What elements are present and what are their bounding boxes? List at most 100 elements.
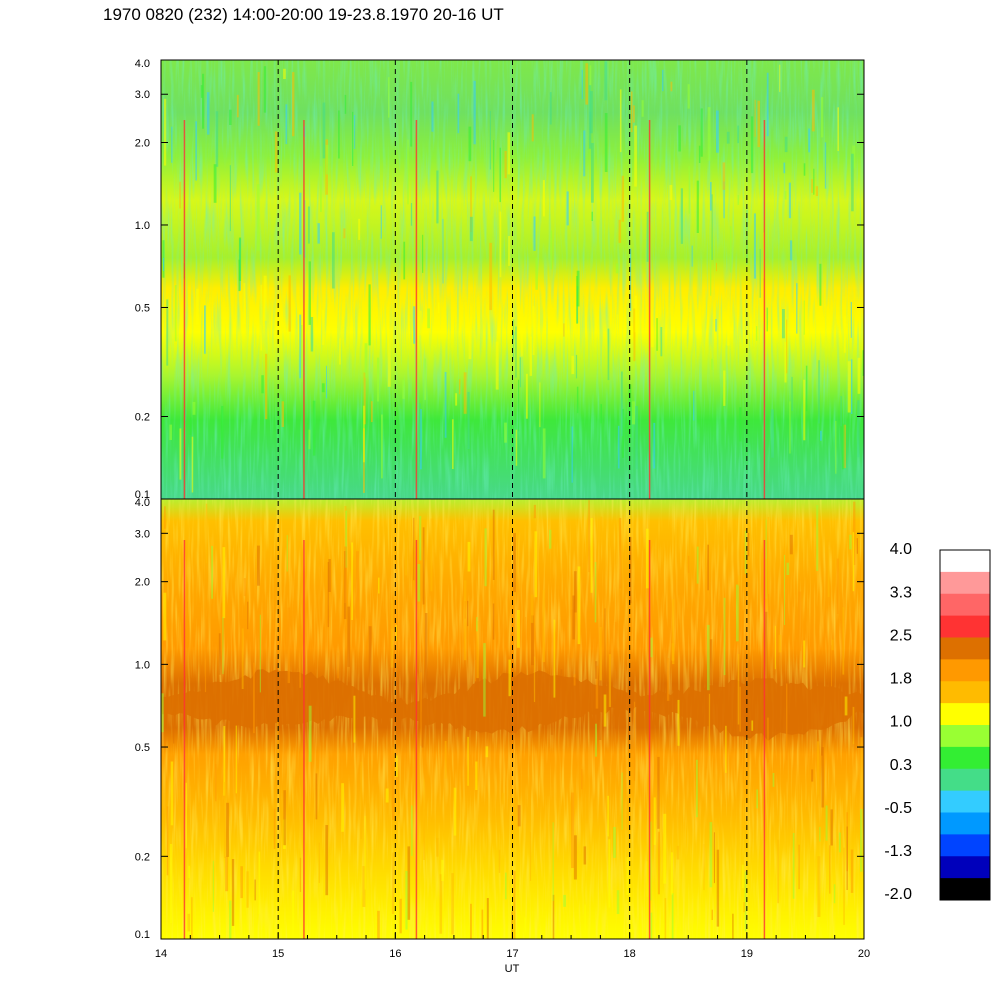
lower-streak <box>549 529 552 549</box>
lower-streak <box>802 645 804 665</box>
colorbar-label: 1.0 <box>890 714 912 731</box>
lower-streak <box>345 510 348 568</box>
lower-streak <box>185 782 187 849</box>
upper-streak <box>166 299 169 366</box>
upper-streak <box>566 191 569 226</box>
upper-streak <box>189 417 192 435</box>
upper-streak <box>326 365 327 399</box>
lower-streak <box>616 890 620 914</box>
colorbar-label: -0.5 <box>884 800 912 817</box>
lower-streak <box>573 571 577 613</box>
upper-streak <box>489 242 493 311</box>
upper-streak <box>678 125 681 152</box>
lower-streak <box>476 617 478 632</box>
upper-streak <box>174 285 177 342</box>
lower-streak <box>235 725 237 794</box>
upper-streak <box>766 72 769 137</box>
lower-streak <box>188 865 191 878</box>
upper-streak <box>499 147 501 203</box>
colorbar-swatch <box>940 681 990 704</box>
lower-streak <box>347 606 350 667</box>
upper-streak <box>163 257 165 271</box>
lower-streak <box>215 764 217 802</box>
upper-streak <box>525 373 528 419</box>
upper-streak <box>419 409 422 470</box>
lower-streak <box>784 554 785 625</box>
lower-streak <box>166 806 169 876</box>
upper-streak <box>363 372 366 425</box>
upper-streak <box>779 64 781 92</box>
lower-streak <box>798 591 802 651</box>
upper-streak <box>467 391 470 449</box>
upper-streak <box>591 211 593 221</box>
lower-streak <box>421 711 424 748</box>
lower-streak <box>764 611 768 684</box>
colorbar-swatch <box>940 834 990 857</box>
lower-streak <box>713 832 715 884</box>
lower-streak <box>843 847 845 925</box>
colorbar-frame <box>939 549 991 901</box>
lower-streak <box>816 741 820 795</box>
upper-streak <box>469 216 473 242</box>
upper-streak <box>196 288 199 325</box>
upper-streak <box>261 375 264 394</box>
lower-streak <box>581 769 583 790</box>
colorbar-swatch <box>940 812 990 835</box>
lower-streak <box>424 613 428 693</box>
lower-streak <box>341 783 344 832</box>
colorbar-label: 0.3 <box>890 757 912 774</box>
lower-streak <box>650 821 652 901</box>
upper-streak <box>260 284 263 351</box>
lower-streak <box>599 627 602 681</box>
lower-streak <box>364 815 366 890</box>
upper-streak <box>352 111 354 166</box>
lower-streak <box>513 870 516 939</box>
upper-streak <box>263 275 267 321</box>
lower-streak <box>257 545 260 586</box>
upper-streak <box>263 66 267 113</box>
upper-streak <box>691 245 693 267</box>
lower-streak <box>328 559 331 592</box>
upper-streak <box>550 230 553 270</box>
lower-streak <box>844 696 848 716</box>
upper-streak <box>468 333 472 360</box>
upper-streak <box>563 323 565 337</box>
upper-streak <box>304 200 306 258</box>
lower-streak <box>223 726 226 796</box>
lower-streak <box>161 693 164 733</box>
x-tick-label: 15 <box>272 948 284 960</box>
upper-streak <box>857 357 861 394</box>
colorbar-label: 4.0 <box>890 541 912 558</box>
lower-streak <box>798 844 800 890</box>
lower-streak <box>767 516 770 594</box>
upper-streak <box>803 300 805 335</box>
upper-streak <box>285 104 288 145</box>
lower-streak <box>531 615 534 666</box>
lower-streak <box>246 871 249 908</box>
y-tick-label: 0.2 <box>135 851 150 863</box>
lower-streak <box>570 609 574 659</box>
upper-streak <box>213 164 217 203</box>
lower-streak <box>463 580 467 661</box>
lower-streak <box>836 558 839 614</box>
upper-streak <box>653 422 656 469</box>
lower-streak <box>224 782 227 858</box>
upper-streak <box>646 211 649 262</box>
lower-streak <box>385 788 389 803</box>
upper-streak <box>583 130 586 177</box>
upper-streak <box>850 302 852 338</box>
upper-streak <box>380 205 382 239</box>
lower-streak <box>253 662 255 734</box>
lower-streak <box>430 518 433 592</box>
upper-streak <box>756 326 758 341</box>
upper-streak <box>377 357 380 402</box>
upper-streak <box>710 182 712 211</box>
lower-streak <box>860 737 863 800</box>
upper-streak <box>489 111 491 170</box>
upper-streak <box>737 125 740 144</box>
upper-streak <box>693 390 695 421</box>
upper-streak <box>402 380 405 399</box>
lower-streak <box>573 674 576 686</box>
upper-streak <box>771 409 774 458</box>
upper-streak <box>818 360 820 424</box>
